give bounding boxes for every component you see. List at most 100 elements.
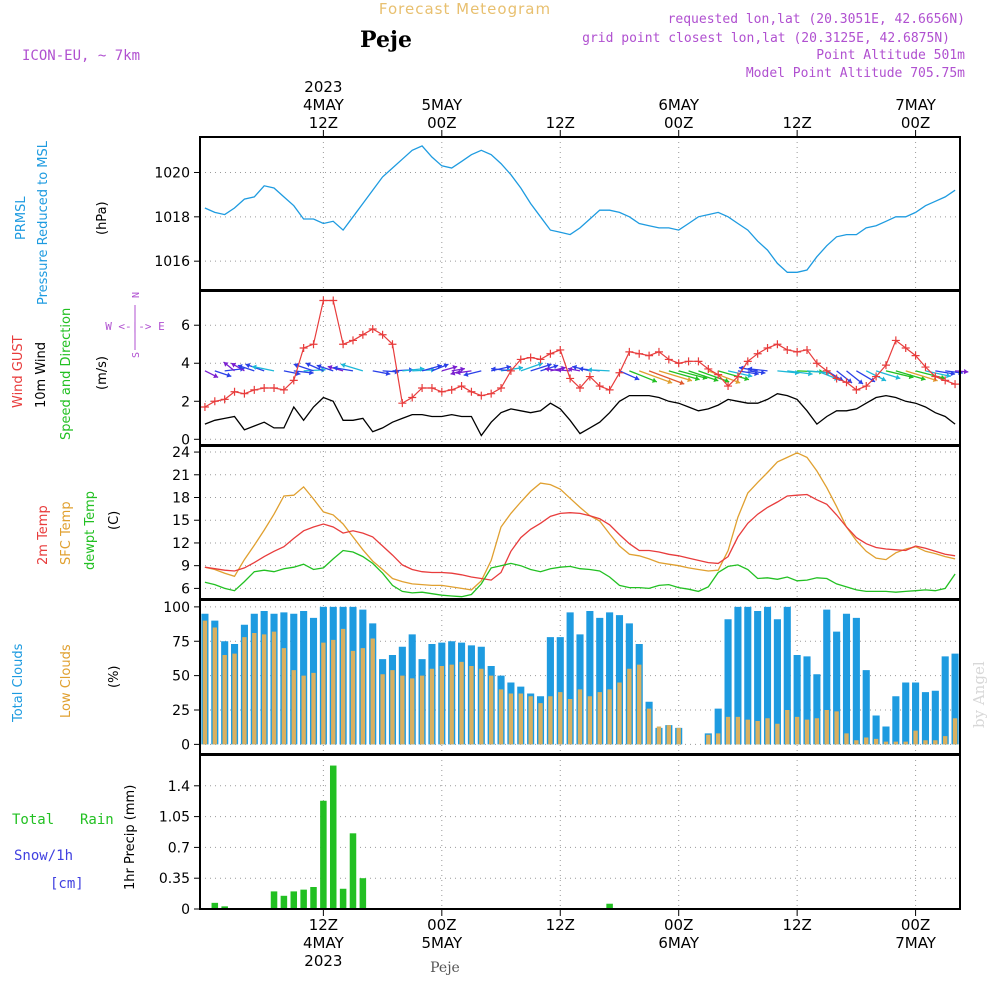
wind-gust-marker <box>240 389 249 398</box>
snow-label: Snow/1h <box>14 848 73 864</box>
low-clouds-bar <box>370 638 375 745</box>
wind-gust-marker <box>506 366 515 375</box>
low-clouds-bar <box>755 721 760 745</box>
wind-gust-marker <box>418 383 427 392</box>
wind-direction-arrow <box>915 370 946 380</box>
direction-label: Speed and Direction <box>59 308 74 440</box>
total-clouds-bar <box>734 606 742 745</box>
rain-bar <box>349 833 357 909</box>
wind-direction-arrowhead <box>747 372 753 379</box>
time-label-bottom: 00Z <box>427 916 456 934</box>
rain-bar <box>606 903 613 909</box>
wind-gust-marker <box>566 374 575 383</box>
low-clouds-bar <box>923 740 928 745</box>
wind-gust-marker <box>911 351 920 360</box>
wind-gust-marker <box>299 344 308 353</box>
wind-direction-arrowhead <box>309 369 314 376</box>
low-clouds-bar <box>883 741 889 745</box>
wind-direction-arrowhead <box>895 374 901 380</box>
wind-gust-marker <box>595 382 604 391</box>
time-label-top: 00Z <box>664 114 693 132</box>
wind-gust-marker <box>358 330 367 339</box>
total-clouds-bar <box>842 613 851 745</box>
clouds-unit: (%) <box>107 666 122 689</box>
low-clouds-bar <box>548 696 553 745</box>
low-clouds-bar <box>577 689 583 745</box>
wind-gust-marker <box>645 351 654 360</box>
wind-direction-arrow <box>658 370 693 382</box>
wind-direction-arrow <box>718 370 750 381</box>
wind-gust-marker <box>516 355 525 364</box>
low-clouds-bar <box>400 675 405 745</box>
total-clouds-bar <box>823 609 831 745</box>
panel-frame <box>199 445 961 600</box>
low-clouds-bar <box>933 740 938 745</box>
low-clouds-bar <box>765 718 770 745</box>
panel-prmsl-label: PRMSL Pressure Reduced to MSL (hPa) <box>14 140 110 305</box>
y-tick-label: 0.7 <box>168 840 190 856</box>
prmsl-unit: (hPa) <box>95 201 110 235</box>
wind-direction-arrowhead <box>305 362 311 368</box>
wind-gust-marker <box>901 344 910 353</box>
wind-direction-arrowhead <box>694 375 700 382</box>
y-tick-label: 25 <box>172 703 190 719</box>
time-label-bottom: 6MAY <box>658 934 700 952</box>
time-label-bottom: 7MAY <box>895 934 937 952</box>
panel-clouds: Total Clouds Low Clouds (%) 0 25 50 75 100 <box>11 600 960 754</box>
low-clouds-bar <box>617 682 622 745</box>
y-tick-label: 0 <box>181 432 190 448</box>
wind-gust-marker <box>526 353 535 362</box>
wind-gust-marker <box>487 389 496 398</box>
rain-bar <box>359 878 367 909</box>
wind-gust-marker <box>822 366 831 375</box>
low-clouds-bar <box>775 723 780 745</box>
panel-prmsl: PRMSL Pressure Reduced to MSL (hPa) 1016… <box>14 137 960 305</box>
low-clouds-bar <box>785 710 790 745</box>
wind-direction-arrowhead <box>735 378 741 384</box>
wind-gust-marker <box>200 402 209 411</box>
low-clouds-bar <box>222 655 227 745</box>
time-label-bottom: 00Z <box>664 916 693 934</box>
low-clouds-bar <box>794 716 800 745</box>
low-clouds-bar <box>202 620 208 745</box>
prmsl-label-1: PRMSL <box>14 196 29 240</box>
temp2m-label: 2m Temp <box>36 505 51 565</box>
y-tick-label: 1.4 <box>168 779 190 795</box>
station-title: Peje <box>360 27 412 53</box>
rain-bar <box>310 887 317 909</box>
wind-gust-marker <box>477 391 486 400</box>
rain-bar <box>320 800 327 909</box>
wind-direction-arrowhead <box>450 370 456 376</box>
wind-gust-marker <box>881 361 890 370</box>
clouds-plot <box>201 606 959 745</box>
temperature-plot <box>204 452 956 598</box>
low-clouds-bar <box>281 648 287 745</box>
wind-direction-arrowhead <box>808 370 813 377</box>
low-clouds-bar <box>943 736 948 745</box>
low-clouds-bar <box>804 719 810 745</box>
wind-gust-marker <box>309 340 318 349</box>
wind-direction-arrowhead <box>463 371 469 377</box>
wind-gust-marker <box>556 345 565 354</box>
wind-direction-arrow <box>885 370 914 379</box>
wind-gust-marker <box>467 387 476 396</box>
rain-bar <box>221 906 228 909</box>
panel-temperature: 2m Temp SFC Temp dewpt Temp (C) 6 9 12 15 18… <box>36 445 960 599</box>
wind-gust-marker <box>497 383 506 392</box>
wind-gust-marker <box>773 340 782 349</box>
point-altitude: Point Altitude 501m <box>816 48 965 63</box>
wind-gust-marker <box>220 395 229 404</box>
wind-direction-arrow <box>678 370 708 380</box>
low-clouds-bar <box>242 637 247 745</box>
total-clouds-label: Total Clouds <box>11 643 26 723</box>
wind-direction-arrowhead <box>456 369 461 376</box>
wind-gust-marker <box>329 296 338 305</box>
y-tick-label: 21 <box>172 468 190 484</box>
low-clouds-bar <box>607 689 612 745</box>
rain-bar <box>290 891 298 909</box>
low-clouds-bar <box>538 703 543 745</box>
low-clouds-bar <box>637 664 642 745</box>
total-clouds-bar <box>793 655 801 745</box>
wind-gust-marker <box>812 359 821 368</box>
total-clouds-bar <box>921 692 930 745</box>
